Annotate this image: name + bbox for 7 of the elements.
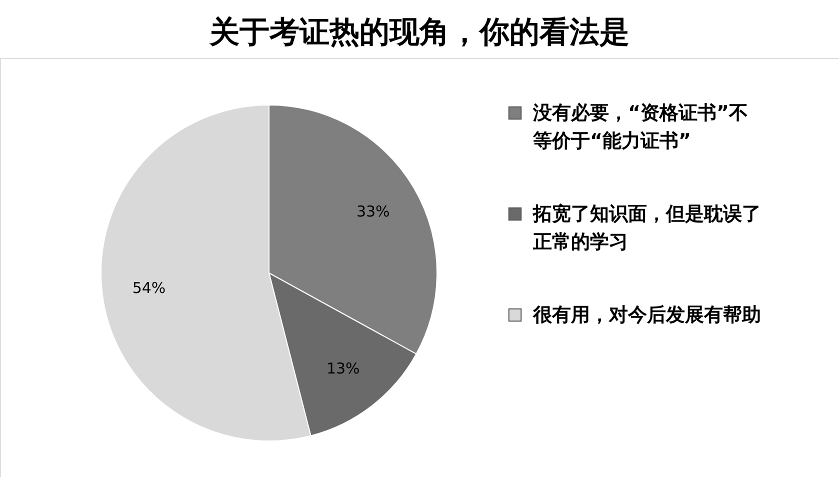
legend-label: 很有用，对今后发展有帮助: [532, 304, 761, 326]
data-label: 54%: [132, 279, 166, 298]
chart-title: 关于考证热的现角，你的看法是: [208, 15, 630, 50]
legend-label: 没有必要，“资格证书”不等价于“能力证书”: [532, 102, 748, 152]
data-label: 33%: [356, 202, 390, 220]
data-label: 13%: [326, 360, 360, 378]
legend-label: 拓宽了知识面，但是耽误了正常的学习: [532, 203, 761, 253]
